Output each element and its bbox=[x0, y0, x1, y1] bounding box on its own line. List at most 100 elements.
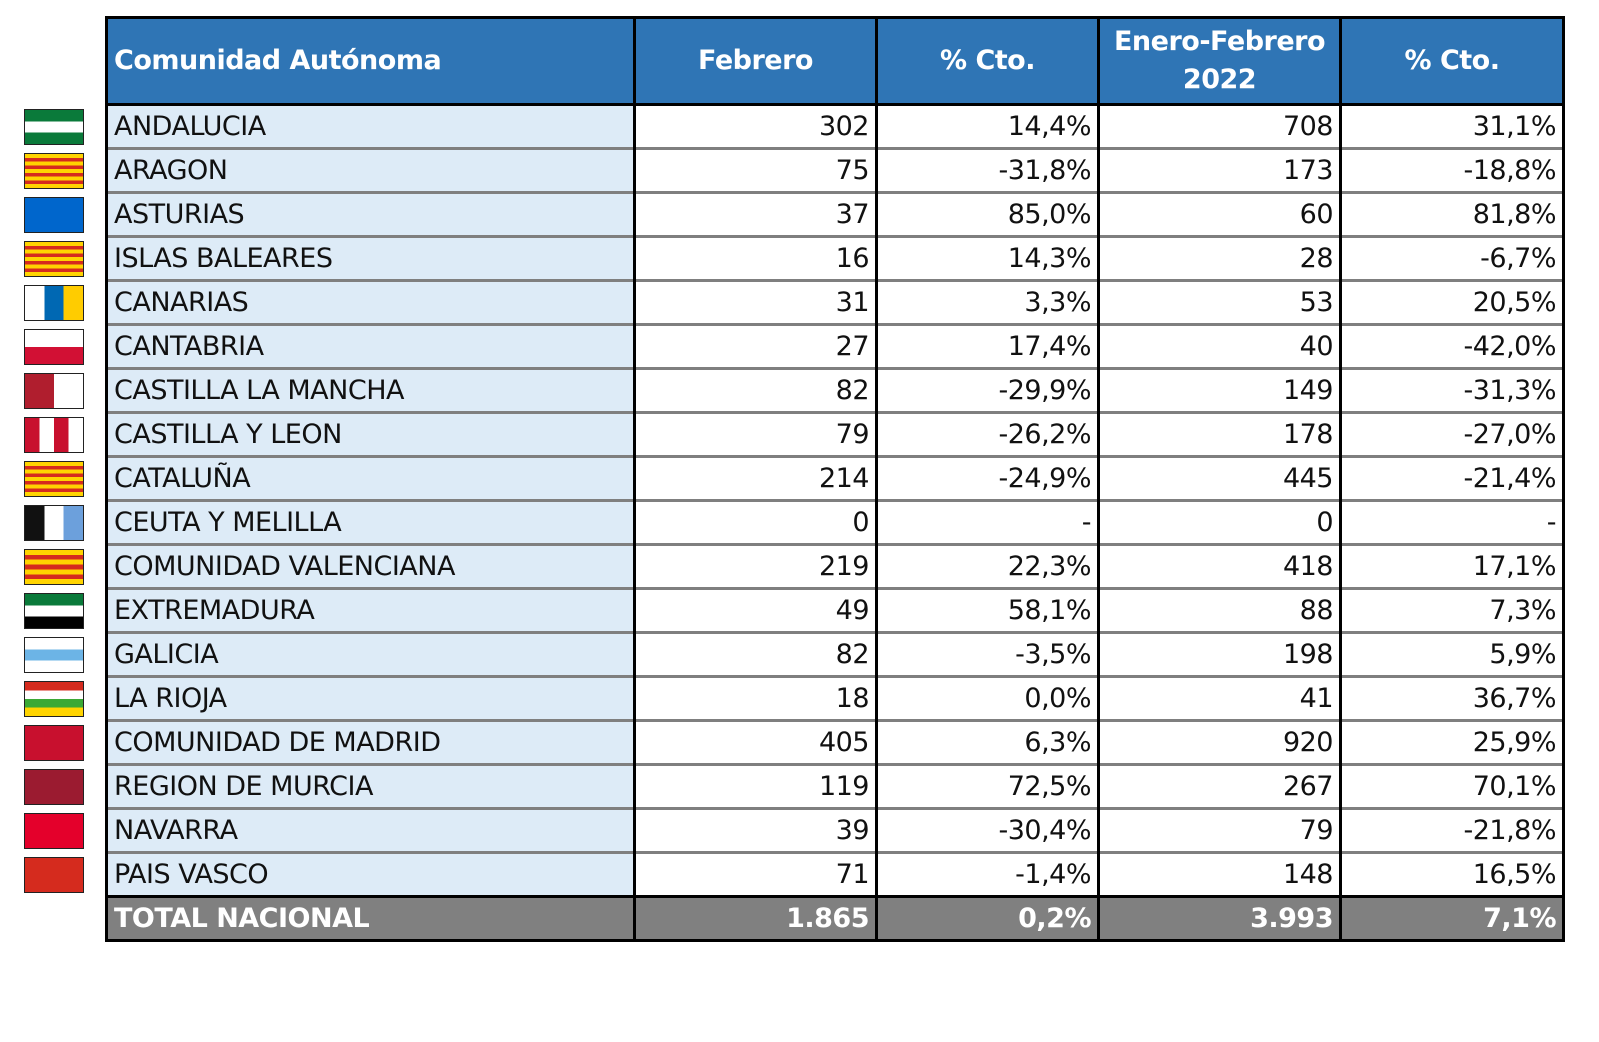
enero-febrero-pct: -27,0% bbox=[1339, 411, 1565, 457]
enero-febrero-pct: -42,0% bbox=[1339, 323, 1565, 369]
enero-febrero-pct: 16,5% bbox=[1339, 851, 1565, 897]
table-row: REGION DE MURCIA 119 72,5% 267 70,1% bbox=[105, 763, 1565, 809]
community-name: COMUNIDAD VALENCIANA bbox=[105, 543, 636, 589]
febrero-pct: 6,3% bbox=[875, 719, 1100, 765]
header-enero-febrero-label: Enero-Febrero 2022 bbox=[1113, 26, 1326, 95]
enero-febrero-value: 28 bbox=[1097, 235, 1342, 281]
community-name: CATALUÑA bbox=[105, 455, 636, 501]
febrero-pct: 14,3% bbox=[875, 235, 1100, 281]
community-name: GALICIA bbox=[105, 631, 636, 677]
flag-icon bbox=[24, 680, 84, 717]
febrero-value: 214 bbox=[633, 455, 878, 501]
enero-febrero-pct: -21,8% bbox=[1339, 807, 1565, 853]
table-row: CANARIAS 31 3,3% 53 20,5% bbox=[105, 279, 1565, 325]
table-row: COMUNIDAD DE MADRID 405 6,3% 920 25,9% bbox=[105, 719, 1565, 765]
febrero-pct: 14,4% bbox=[875, 103, 1100, 149]
flag-icon bbox=[24, 416, 84, 453]
community-name: CANARIAS bbox=[105, 279, 636, 325]
enero-febrero-value: 41 bbox=[1097, 675, 1342, 721]
community-name: PAIS VASCO bbox=[105, 851, 636, 897]
table-row: CANTABRIA 27 17,4% 40 -42,0% bbox=[105, 323, 1565, 369]
community-name: EXTREMADURA bbox=[105, 587, 636, 633]
community-name: ARAGON bbox=[105, 147, 636, 193]
community-name: NAVARRA bbox=[105, 807, 636, 853]
enero-febrero-pct: 70,1% bbox=[1339, 763, 1565, 809]
flag-icon bbox=[24, 856, 84, 893]
total-febrero-value: 1.865 bbox=[633, 895, 878, 941]
table-row: ASTURIAS 37 85,0% 60 81,8% bbox=[105, 191, 1565, 237]
febrero-value: 71 bbox=[633, 851, 878, 897]
header-community: Comunidad Autónoma bbox=[105, 16, 636, 106]
enero-febrero-value: 198 bbox=[1097, 631, 1342, 677]
enero-febrero-pct: -6,7% bbox=[1339, 235, 1565, 281]
enero-febrero-value: 178 bbox=[1097, 411, 1342, 457]
flag-icon bbox=[24, 504, 84, 541]
table-row: ARAGON 75 -31,8% 173 -18,8% bbox=[105, 147, 1565, 193]
febrero-value: 27 bbox=[633, 323, 878, 369]
community-name: CASTILLA LA MANCHA bbox=[105, 367, 636, 413]
enero-febrero-pct: 31,1% bbox=[1339, 103, 1565, 149]
table-row: LA RIOJA 18 0,0% 41 36,7% bbox=[105, 675, 1565, 721]
community-name: LA RIOJA bbox=[105, 675, 636, 721]
header-row: Comunidad Autónoma Febrero % Cto. Enero-… bbox=[105, 16, 1565, 106]
febrero-pct: -31,8% bbox=[875, 147, 1100, 193]
febrero-pct: -30,4% bbox=[875, 807, 1100, 853]
febrero-value: 82 bbox=[633, 367, 878, 413]
flag-icon bbox=[24, 328, 84, 365]
enero-febrero-value: 148 bbox=[1097, 851, 1342, 897]
febrero-value: 39 bbox=[633, 807, 878, 853]
febrero-value: 31 bbox=[633, 279, 878, 325]
enero-febrero-value: 149 bbox=[1097, 367, 1342, 413]
table-row: ANDALUCIA 302 14,4% 708 31,1% bbox=[105, 103, 1565, 149]
enero-febrero-pct: 36,7% bbox=[1339, 675, 1565, 721]
enero-febrero-value: 53 bbox=[1097, 279, 1342, 325]
febrero-pct: 17,4% bbox=[875, 323, 1100, 369]
febrero-value: 75 bbox=[633, 147, 878, 193]
febrero-value: 82 bbox=[633, 631, 878, 677]
header-pct-febrero: % Cto. bbox=[875, 16, 1100, 106]
total-enero-febrero-pct: 7,1% bbox=[1339, 895, 1565, 941]
febrero-pct: -26,2% bbox=[875, 411, 1100, 457]
flag-icon bbox=[24, 152, 84, 189]
febrero-pct: 72,5% bbox=[875, 763, 1100, 809]
febrero-pct: -1,4% bbox=[875, 851, 1100, 897]
febrero-pct: 22,3% bbox=[875, 543, 1100, 589]
community-name: COMUNIDAD DE MADRID bbox=[105, 719, 636, 765]
enero-febrero-value: 60 bbox=[1097, 191, 1342, 237]
febrero-value: 405 bbox=[633, 719, 878, 765]
table-row: GALICIA 82 -3,5% 198 5,9% bbox=[105, 631, 1565, 677]
enero-febrero-pct: 20,5% bbox=[1339, 279, 1565, 325]
enero-febrero-pct: -31,3% bbox=[1339, 367, 1565, 413]
febrero-value: 49 bbox=[633, 587, 878, 633]
enero-febrero-value: 88 bbox=[1097, 587, 1342, 633]
enero-febrero-value: 920 bbox=[1097, 719, 1342, 765]
enero-febrero-pct: 5,9% bbox=[1339, 631, 1565, 677]
flag-icon bbox=[24, 460, 84, 497]
table-row: NAVARRA 39 -30,4% 79 -21,8% bbox=[105, 807, 1565, 853]
flag-icon bbox=[24, 636, 84, 673]
enero-febrero-value: 445 bbox=[1097, 455, 1342, 501]
febrero-pct: 3,3% bbox=[875, 279, 1100, 325]
febrero-pct: -3,5% bbox=[875, 631, 1100, 677]
table-row: CEUTA Y MELILLA 0-0- bbox=[105, 499, 1565, 545]
flag-icon bbox=[24, 284, 84, 321]
community-name: ISLAS BALEARES bbox=[105, 235, 636, 281]
enero-febrero-value: 0 bbox=[1097, 499, 1342, 545]
community-name: ANDALUCIA bbox=[105, 103, 636, 149]
febrero-value: 18 bbox=[633, 675, 878, 721]
table-row: CATALUÑA 214 -24,9% 445 -21,4% bbox=[105, 455, 1565, 501]
enero-febrero-value: 40 bbox=[1097, 323, 1342, 369]
enero-febrero-pct: 17,1% bbox=[1339, 543, 1565, 589]
flag-icon bbox=[24, 592, 84, 629]
table-row: CASTILLA LA MANCHA 82 -29,9% 149 -31,3% bbox=[105, 367, 1565, 413]
flag-icon bbox=[24, 768, 84, 805]
total-febrero-pct: 0,2% bbox=[875, 895, 1100, 941]
febrero-value: 16 bbox=[633, 235, 878, 281]
flag-icon bbox=[24, 196, 84, 233]
data-table: Comunidad Autónoma Febrero % Cto. Enero-… bbox=[105, 16, 1565, 942]
febrero-value: 302 bbox=[633, 103, 878, 149]
enero-febrero-pct: 25,9% bbox=[1339, 719, 1565, 765]
enero-febrero-value: 79 bbox=[1097, 807, 1342, 853]
febrero-pct: 85,0% bbox=[875, 191, 1100, 237]
febrero-value: 37 bbox=[633, 191, 878, 237]
